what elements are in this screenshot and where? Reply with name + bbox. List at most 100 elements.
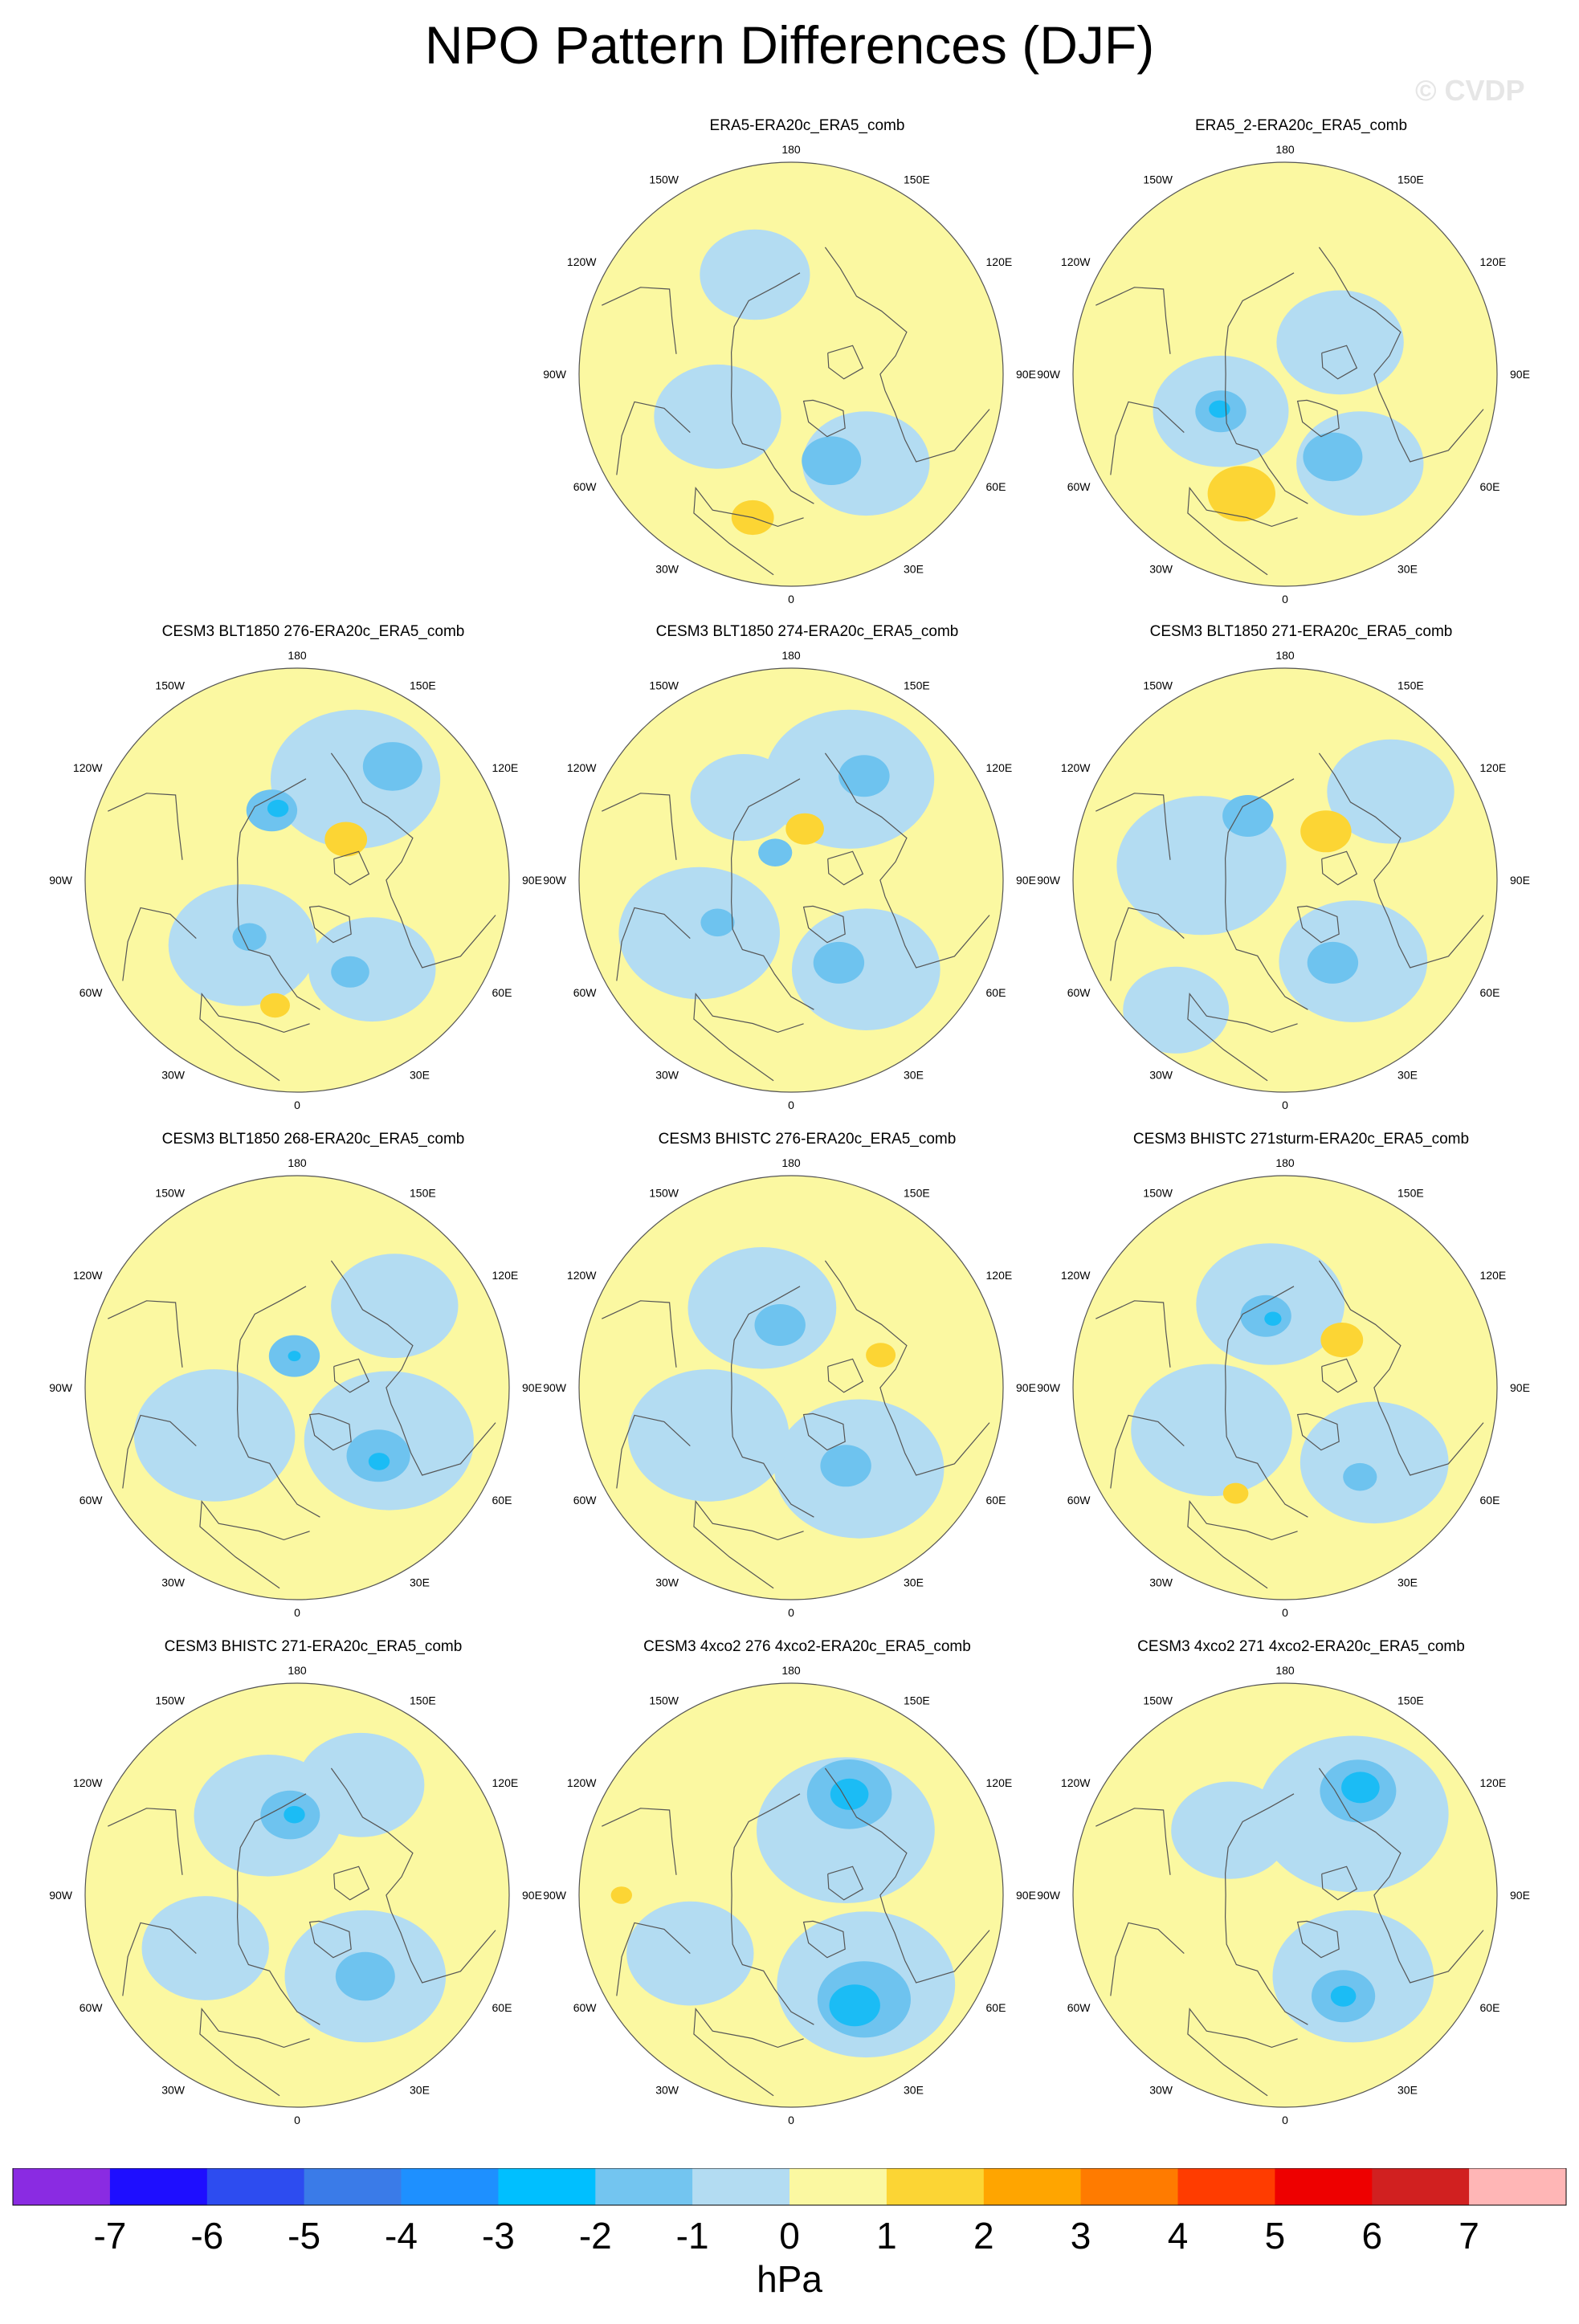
longitude-label: 60E (1480, 986, 1500, 999)
longitude-label: 90W (1037, 368, 1061, 381)
coastline (827, 345, 864, 380)
colorbar-swatch (790, 2168, 887, 2205)
longitude-label: 30E (904, 1069, 924, 1082)
longitude-label: 120E (986, 1776, 1013, 1789)
colorbar-tick-label: 4 (1168, 2215, 1189, 2257)
anomaly-contour-neg3 (1209, 400, 1230, 418)
coastline (730, 272, 814, 504)
polar-map: 180 150E 120E 90E 60E 30E 0 30W 60W 90W 120W 150W (543, 143, 1036, 605)
longitude-label: 180 (781, 1664, 801, 1677)
colorbar-swatch (595, 2168, 693, 2205)
colorbar-tick-label: 3 (1071, 2215, 1091, 2257)
coastline (333, 850, 370, 886)
longitude-label: 60E (986, 2001, 1006, 2014)
longitude-label: 60W (80, 1494, 104, 1507)
coastline (199, 992, 310, 1082)
map-background-fill (579, 162, 1003, 586)
coastline (1224, 1793, 1308, 2025)
map-background-fill (1073, 1176, 1497, 1600)
longitude-label: 150E (1397, 1694, 1424, 1707)
longitude-label: 60E (986, 480, 1006, 493)
panel-title: ERA5_2-ERA20c_ERA5_comb (1194, 117, 1408, 134)
longitude-label: 120E (1480, 1776, 1507, 1789)
longitude-label: 90E (1016, 874, 1036, 887)
coastline (1318, 1767, 1484, 1984)
longitude-label: 180 (1275, 1156, 1295, 1169)
anomaly-contour-neg2 (1303, 432, 1363, 482)
anomaly-contour-neg1 (133, 1369, 296, 1502)
coastline (824, 1260, 990, 1476)
longitude-label: 30E (1397, 1576, 1418, 1589)
longitude-label: 30E (410, 1576, 430, 1589)
coastline (1110, 1414, 1185, 1489)
longitude-label: 120W (73, 1269, 103, 1282)
anomaly-contour-neg1 (687, 1247, 837, 1369)
anomaly-contour-neg3 (829, 1984, 880, 2027)
longitude-label: 150E (410, 1187, 436, 1200)
longitude-label: 90W (543, 368, 567, 381)
coastline (1321, 1358, 1358, 1393)
anomaly-contour-neg2 (802, 436, 862, 485)
coastline (1096, 793, 1171, 860)
anomaly-contour-pos2 (324, 822, 368, 857)
coastline (730, 778, 814, 1010)
coastline (199, 1499, 310, 1589)
longitude-label: 0 (294, 1099, 300, 1111)
coastline (824, 1767, 990, 1984)
map-border (84, 1175, 510, 1600)
coastline (1321, 850, 1358, 886)
longitude-label: 60W (573, 480, 598, 493)
anomaly-contour-pos2 (785, 813, 824, 845)
longitude-label: 180 (1275, 143, 1295, 156)
longitude-label: 150W (649, 173, 679, 186)
map-border (1072, 1682, 1498, 2108)
anomaly-contour-neg1 (700, 229, 810, 320)
coastline (1318, 1260, 1484, 1476)
polar-map: 180 150E 120E 90E 60E 30E 0 30W 60W 90W 120W 150W (49, 1156, 542, 1619)
longitude-label: 180 (781, 649, 801, 662)
longitude-label: 150E (904, 173, 930, 186)
longitude-label: 30W (655, 563, 679, 576)
colorbar-tick-label: 7 (1459, 2215, 1479, 2257)
anomaly-contour-neg2 (1307, 941, 1359, 984)
anomaly-contour-neg2 (813, 941, 865, 984)
longitude-label: 60W (573, 1494, 598, 1507)
longitude-label: 90E (522, 1889, 542, 1902)
longitude-label: 90E (1510, 368, 1530, 381)
coastline (1296, 905, 1340, 944)
coastline (1110, 907, 1185, 981)
anomaly-contour-neg1 (1171, 1781, 1290, 1879)
coastline (616, 1922, 691, 1996)
longitude-label: 150E (1397, 173, 1424, 186)
longitude-label: 90E (1510, 874, 1530, 887)
colorbar-swatch (304, 2168, 402, 2205)
coastline (1224, 272, 1308, 504)
longitude-label: 180 (781, 143, 801, 156)
coastline (1096, 1808, 1171, 1875)
anomaly-contour-neg2 (754, 1304, 806, 1346)
longitude-label: 120E (986, 255, 1013, 268)
coastline (824, 247, 990, 463)
map-border (578, 1175, 1004, 1600)
coastline (330, 1260, 496, 1476)
map-border (1072, 161, 1498, 587)
longitude-label: 90E (522, 1381, 542, 1394)
longitude-label: 30E (904, 2084, 924, 2097)
map-panel: CESM3 BLT1850 271-ERA20c_ERA5_comb 180 150… (1037, 623, 1530, 1113)
longitude-label: 180 (1275, 649, 1295, 662)
longitude-label: 90W (49, 1889, 73, 1902)
anomaly-contour-neg3 (1330, 1985, 1357, 2007)
anomaly-contour-neg1 (141, 1896, 269, 2000)
longitude-label: 120E (1480, 761, 1507, 774)
longitude-label: 0 (294, 2114, 300, 2126)
longitude-label: 60E (1480, 480, 1500, 493)
longitude-label: 150E (904, 1187, 930, 1200)
longitude-label: 150W (649, 1187, 679, 1200)
map-panel: CESM3 BHISTC 271-ERA20c_ERA5_comb 180 150E… (49, 1638, 542, 2128)
coastline (1096, 287, 1171, 354)
colorbar-tick-label: 5 (1265, 2215, 1286, 2257)
colorbar-tick-label: -7 (93, 2215, 126, 2257)
longitude-label: 60W (80, 986, 104, 999)
longitude-label: 150W (649, 679, 679, 692)
coastline (602, 287, 677, 354)
